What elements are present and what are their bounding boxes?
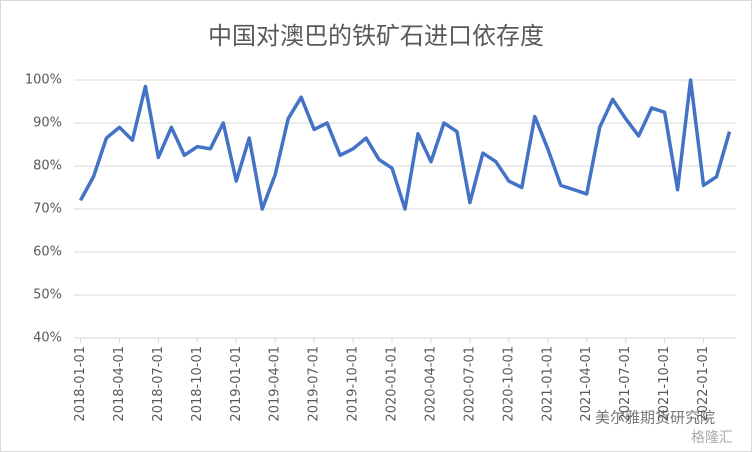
x-tick-label: 2019-07-01 bbox=[307, 346, 322, 422]
x-tick-label: 2020-04-01 bbox=[423, 346, 438, 422]
watermark: 美尔雅期货研究院 bbox=[595, 409, 715, 427]
x-tick-label: 2020-07-01 bbox=[462, 346, 477, 422]
y-tick-label: 40% bbox=[33, 331, 62, 346]
x-tick-label: 2021-04-01 bbox=[579, 346, 594, 422]
x-tick-label: 2021-07-01 bbox=[618, 346, 633, 422]
x-tick-label: 2018-10-01 bbox=[190, 346, 205, 422]
x-tick-label: 2018-04-01 bbox=[112, 346, 127, 422]
x-tick-label: 2020-10-01 bbox=[501, 346, 516, 422]
watermark: 格隆汇 bbox=[691, 430, 733, 446]
x-tick-label: 2022-01-01 bbox=[696, 346, 711, 422]
y-tick-label: 100% bbox=[25, 73, 62, 88]
x-tick-label: 2019-01-01 bbox=[229, 346, 244, 422]
data-line bbox=[78, 78, 732, 211]
x-tick-label: 2020-01-01 bbox=[385, 346, 400, 422]
y-tick-label: 50% bbox=[33, 288, 62, 303]
y-tick-label: 80% bbox=[33, 159, 62, 174]
chart-title: 中国对澳巴的铁矿石进口依存度 bbox=[208, 22, 544, 50]
x-tick-label: 2019-10-01 bbox=[346, 346, 361, 422]
x-tick-label: 2021-01-01 bbox=[540, 346, 555, 422]
y-tick-label: 70% bbox=[33, 202, 62, 217]
x-tick-label: 2018-01-01 bbox=[73, 346, 88, 422]
x-tick-label: 2021-10-01 bbox=[657, 346, 672, 422]
x-tick-label: 2019-04-01 bbox=[268, 346, 283, 422]
y-tick-label: 90% bbox=[33, 116, 62, 131]
y-tick-label: 60% bbox=[33, 245, 62, 260]
x-tick-label: 2018-07-01 bbox=[151, 346, 166, 422]
